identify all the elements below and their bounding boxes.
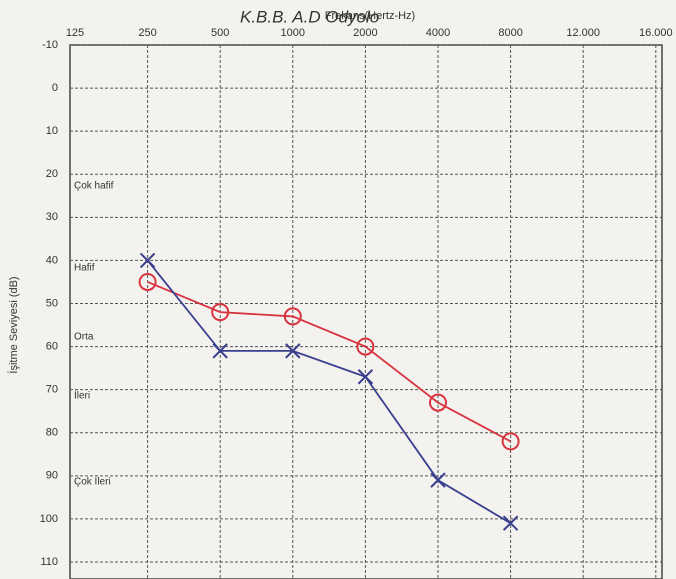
y-tick-label: 20 — [46, 168, 58, 180]
y-tick-label: -10 — [42, 39, 58, 51]
y-tick-label: 50 — [46, 297, 58, 309]
x-tick-label: 4000 — [426, 27, 450, 39]
x-axis-label: Frekans(Hertz-Hz) — [325, 10, 415, 22]
y-tick-label: 90 — [46, 470, 58, 482]
y-axis-label: İşitme Seviyesi (dB) — [7, 276, 20, 373]
severity-label: Hafif — [74, 263, 95, 274]
x-tick-label: 12.000 — [566, 27, 600, 39]
x-tick-label: 2000 — [353, 27, 377, 39]
x-tick-label: 500 — [211, 27, 229, 39]
audiogram: K.B.B. A.D Odyolo Frekans(Hertz-Hz) İşit… — [0, 0, 676, 579]
x-tick-label: 1000 — [281, 27, 305, 39]
y-tick-label: 40 — [46, 254, 58, 266]
y-tick-label: 100 — [40, 513, 58, 525]
y-tick-label: 30 — [46, 211, 58, 223]
x-tick-label: 8000 — [498, 27, 522, 39]
paper — [0, 0, 676, 579]
y-tick-label: 110 — [40, 556, 58, 568]
y-tick-label: 80 — [46, 427, 58, 439]
y-tick-label: 60 — [46, 340, 58, 352]
severity-label: Çok hafif — [74, 181, 114, 192]
severity-label: İleri — [74, 389, 90, 402]
x-tick-label: 250 — [138, 27, 156, 39]
x-tick-label: 16.000 — [639, 27, 673, 39]
severity-label: Çok İleri — [74, 475, 111, 488]
y-tick-label: 0 — [52, 82, 58, 94]
severity-label: Orta — [74, 332, 94, 343]
y-tick-label: 10 — [46, 125, 58, 137]
x-tick-label: 125 — [66, 27, 84, 39]
y-tick-label: 70 — [46, 384, 58, 396]
